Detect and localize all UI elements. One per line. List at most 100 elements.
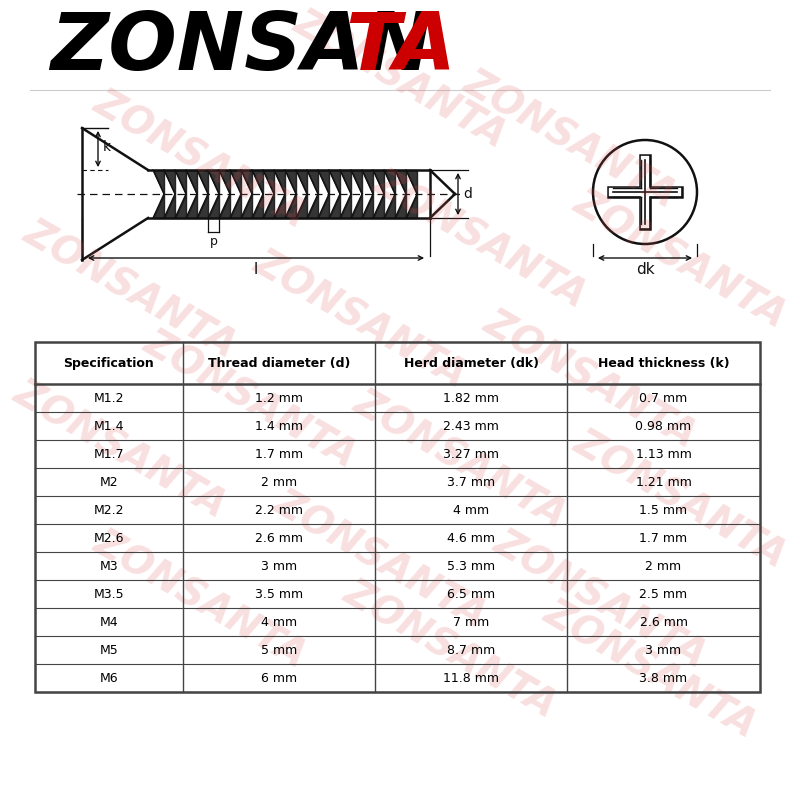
Text: M6: M6 [100,671,118,685]
Text: l: l [254,262,258,277]
Bar [35,342,760,692]
Text: 1.7 mm: 1.7 mm [639,531,687,545]
Polygon shape [219,170,230,194]
Polygon shape [230,170,241,194]
Text: 2.5 mm: 2.5 mm [639,587,687,601]
Text: M1.2: M1.2 [94,391,124,405]
Text: 1.5 mm: 1.5 mm [639,503,687,517]
Text: Specification: Specification [64,357,154,370]
Text: ZONSANTA: ZONSANTA [247,244,473,396]
Text: 11.8 mm: 11.8 mm [443,671,499,685]
Text: dk: dk [636,262,654,277]
Polygon shape [340,170,351,194]
Polygon shape [395,194,406,218]
Text: 6 mm: 6 mm [261,671,297,685]
Text: ZONSAN: ZONSAN [50,9,432,87]
Text: 0.98 mm: 0.98 mm [635,419,691,433]
Text: TA: TA [345,9,456,87]
Text: 2.43 mm: 2.43 mm [443,419,499,433]
Polygon shape [340,194,351,218]
Polygon shape [351,170,362,194]
Polygon shape [197,170,208,194]
Text: 2.6 mm: 2.6 mm [255,531,303,545]
Text: ZONSANTA: ZONSANTA [87,84,313,236]
Text: 2.2 mm: 2.2 mm [255,503,303,517]
Text: 1.82 mm: 1.82 mm [443,391,499,405]
Text: d: d [463,187,472,201]
Text: 4.6 mm: 4.6 mm [447,531,495,545]
Polygon shape [318,170,329,194]
Polygon shape [296,170,307,194]
Text: M2.2: M2.2 [94,503,124,517]
Polygon shape [208,194,219,218]
Polygon shape [252,194,263,218]
Text: 1.2 mm: 1.2 mm [255,391,303,405]
Text: 7 mm: 7 mm [453,615,489,629]
Polygon shape [406,170,417,194]
Polygon shape [318,194,329,218]
Polygon shape [285,170,296,194]
Polygon shape [373,170,384,194]
Text: M3.5: M3.5 [94,587,124,601]
Text: p: p [210,235,218,248]
Polygon shape [197,194,208,218]
Text: ZONSANTA: ZONSANTA [347,384,573,536]
Text: M1.4: M1.4 [94,419,124,433]
Text: 1.7 mm: 1.7 mm [255,447,303,461]
Polygon shape [384,194,395,218]
Text: ZONSANTA: ZONSANTA [367,164,593,316]
Text: 5.3 mm: 5.3 mm [447,559,495,573]
Text: ZONSANTA: ZONSANTA [567,424,793,576]
Text: 3.5 mm: 3.5 mm [255,587,303,601]
Polygon shape [362,194,373,218]
Polygon shape [175,170,186,194]
Polygon shape [406,194,417,218]
Polygon shape [307,194,318,218]
Text: M3: M3 [100,559,118,573]
Polygon shape [252,170,263,194]
Polygon shape [263,170,274,194]
Text: 0.7 mm: 0.7 mm [639,391,688,405]
Text: 2 mm: 2 mm [646,559,682,573]
Text: ZONSANTA: ZONSANTA [478,304,702,456]
Text: ZONSANTA: ZONSANTA [87,524,313,676]
Text: ZONSANTA: ZONSANTA [338,574,562,726]
Polygon shape [219,194,230,218]
Polygon shape [241,194,252,218]
Polygon shape [274,194,285,218]
Text: 2 mm: 2 mm [261,475,297,489]
Text: M4: M4 [100,615,118,629]
Polygon shape [329,194,340,218]
Text: 3 mm: 3 mm [261,559,297,573]
Polygon shape [186,170,197,194]
Polygon shape [373,194,384,218]
Text: M5: M5 [100,643,118,657]
Text: 3.27 mm: 3.27 mm [443,447,499,461]
Text: M2.6: M2.6 [94,531,124,545]
Text: 1.13 mm: 1.13 mm [635,447,691,461]
Polygon shape [362,170,373,194]
Polygon shape [263,194,274,218]
Text: Herd diameter (dk): Herd diameter (dk) [403,357,538,370]
Text: 6.5 mm: 6.5 mm [447,587,495,601]
Text: 3 mm: 3 mm [646,643,682,657]
Polygon shape [395,170,406,194]
Text: 2.6 mm: 2.6 mm [639,615,687,629]
Polygon shape [175,194,186,218]
Polygon shape [274,170,285,194]
Polygon shape [153,170,164,194]
Text: 1.21 mm: 1.21 mm [635,475,691,489]
Text: 3.8 mm: 3.8 mm [639,671,687,685]
Text: ZONSANTA: ZONSANTA [458,64,682,216]
Polygon shape [329,170,340,194]
Text: ZONSANTA: ZONSANTA [138,324,362,476]
Polygon shape [230,194,241,218]
Text: ZONSANTA: ZONSANTA [538,594,762,746]
Text: ZONSANTA: ZONSANTA [7,374,233,526]
Text: ZONSANTA: ZONSANTA [287,4,513,156]
Text: ZONSANTA: ZONSANTA [567,184,793,336]
Polygon shape [307,170,318,194]
Polygon shape [153,194,164,218]
Text: 4 mm: 4 mm [261,615,297,629]
Text: 5 mm: 5 mm [261,643,297,657]
